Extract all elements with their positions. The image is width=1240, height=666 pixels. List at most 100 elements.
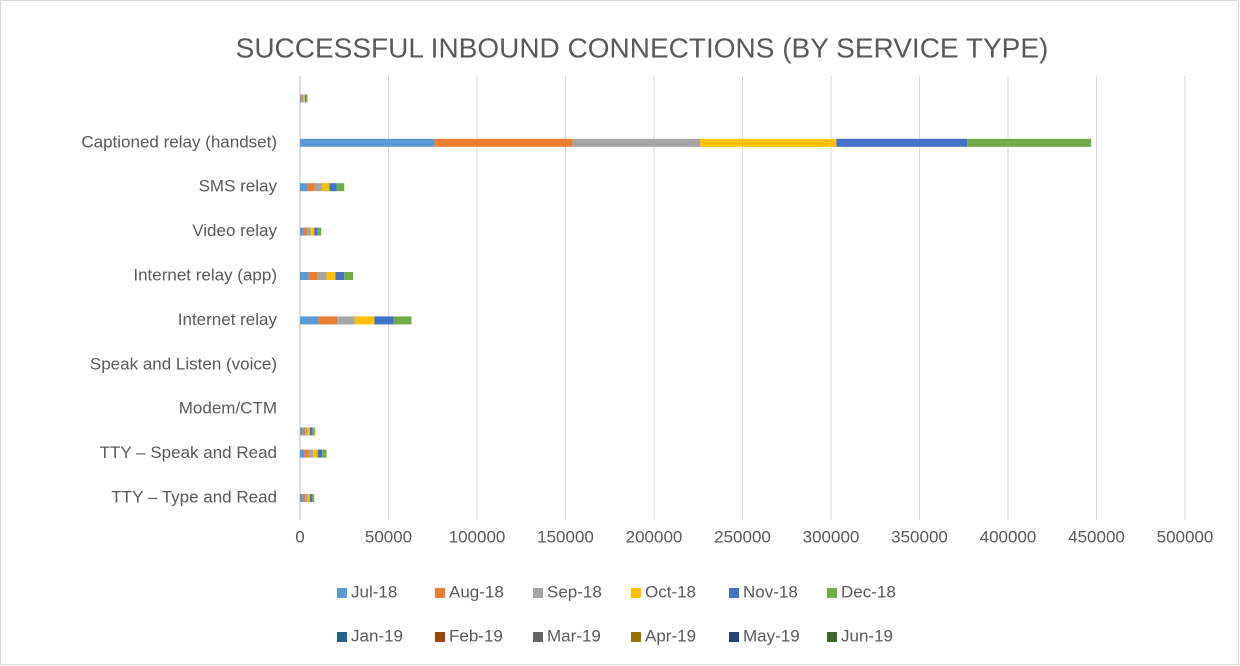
legend-swatch	[631, 588, 641, 598]
bar-segment	[434, 138, 573, 147]
x-tick-label: 150000	[537, 527, 594, 546]
bar-segment	[308, 449, 314, 458]
y-tick-label: Video relay	[192, 221, 277, 240]
bar-segment	[302, 94, 304, 103]
bar-segment	[304, 94, 307, 103]
x-tick-label: 400000	[980, 527, 1037, 546]
bar-segment	[300, 272, 309, 280]
bar-segment	[305, 494, 308, 502]
bar-segment	[306, 94, 308, 103]
bar-segment	[300, 427, 303, 436]
bar-segment	[307, 227, 311, 236]
legend-swatch	[337, 632, 347, 642]
legend-label: Nov-18	[743, 582, 798, 601]
legend-label: Mar-19	[547, 626, 601, 645]
y-tick-label: Internet relay (app)	[133, 265, 277, 284]
legend-label: Oct-18	[645, 582, 696, 601]
bar-segment	[317, 449, 323, 458]
bar-segment	[312, 494, 315, 502]
bar-segment	[317, 272, 327, 280]
bar-segment	[300, 183, 308, 192]
bar-segment	[302, 427, 305, 436]
y-tick-label: TTY – Type and Read	[111, 487, 277, 506]
bar-segment	[374, 316, 394, 325]
bar-segment	[314, 183, 322, 192]
bar-segment	[354, 316, 375, 325]
bar-segment	[303, 94, 305, 103]
bar-segment	[337, 316, 355, 325]
bar-segment	[967, 138, 1092, 147]
bar-segment	[307, 427, 310, 436]
bar-segment	[304, 449, 309, 458]
legend-label: Jan-19	[351, 626, 403, 645]
bar-segment	[301, 94, 303, 103]
bar-segment	[314, 227, 318, 236]
legend-swatch	[729, 632, 739, 642]
x-tick-label: 200000	[626, 527, 683, 546]
x-tick-label: 350000	[891, 527, 948, 546]
bar-segment	[300, 316, 319, 325]
x-tick-label: 0	[295, 527, 304, 546]
bar-segment	[572, 138, 701, 147]
legend-swatch	[631, 632, 641, 642]
bar-segment	[300, 449, 305, 458]
bar-segment	[302, 494, 306, 502]
bar-segment	[307, 183, 315, 192]
legend-label: Jun-19	[841, 626, 893, 645]
bar-segment	[335, 272, 345, 280]
bar-segment	[313, 449, 318, 458]
x-tick-label: 450000	[1068, 527, 1125, 546]
bar-segment	[393, 316, 412, 325]
legend-swatch	[827, 632, 837, 642]
x-tick-label: 50000	[365, 527, 412, 546]
legend-label: Apr-19	[645, 626, 696, 645]
bar-segment	[309, 427, 313, 436]
x-tick-label: 250000	[714, 527, 771, 546]
legend-swatch	[729, 588, 739, 598]
bar-segment	[321, 183, 330, 192]
y-tick-label: Captioned relay (handset)	[81, 132, 277, 151]
bar-segment	[318, 316, 338, 325]
y-tick-label: TTY – Speak and Read	[100, 443, 277, 462]
bar-segment	[326, 272, 336, 280]
x-tick-label: 500000	[1157, 527, 1214, 546]
legend-swatch	[435, 588, 445, 598]
bar-segment	[300, 94, 302, 103]
bar-segment	[300, 227, 304, 236]
legend-swatch	[533, 588, 543, 598]
bar-segment	[308, 272, 318, 280]
bar-segment	[300, 494, 303, 502]
bar-segment	[700, 138, 837, 147]
y-tick-label: Speak and Listen (voice)	[90, 354, 277, 373]
legend-swatch	[435, 632, 445, 642]
bar-segment	[303, 227, 308, 236]
bar-segment	[329, 183, 337, 192]
legend-label: Aug-18	[449, 582, 504, 601]
y-tick-label: SMS relay	[199, 177, 278, 196]
bar-segment	[344, 272, 354, 280]
bar-segment	[309, 494, 313, 502]
bar-segment	[307, 494, 310, 502]
legend-swatch	[827, 588, 837, 598]
bar-segment	[310, 227, 315, 236]
chart-title: SUCCESSFUL INBOUND CONNECTIONS (BY SERVI…	[236, 32, 1049, 63]
legend-label: Dec-18	[841, 582, 896, 601]
legend-swatch	[533, 632, 543, 642]
bar-segment	[312, 427, 315, 436]
y-tick-label: Internet relay	[178, 310, 278, 329]
bar-segment	[336, 183, 345, 192]
bar-segment	[304, 427, 308, 436]
legend-label: Jul-18	[351, 582, 397, 601]
bar-segment	[836, 138, 968, 147]
x-tick-label: 300000	[803, 527, 860, 546]
legend-label: Sep-18	[547, 582, 602, 601]
bar-segment	[322, 449, 327, 458]
bar-segment	[317, 227, 322, 236]
x-tick-label: 100000	[449, 527, 506, 546]
bar-segment	[300, 138, 435, 147]
legend-label: Feb-19	[449, 626, 503, 645]
legend-label: May-19	[743, 626, 800, 645]
y-tick-label: Modem/CTM	[179, 399, 277, 418]
